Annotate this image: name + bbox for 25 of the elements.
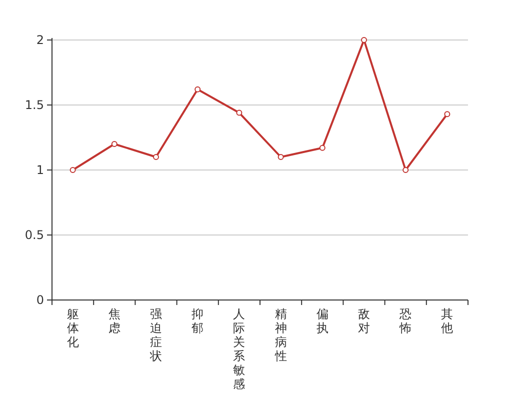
x-tick-label: 人际关系敏感: [233, 307, 246, 391]
point: [236, 110, 242, 116]
x-tick-label: 恐怖: [398, 307, 412, 335]
point: [194, 86, 201, 92]
y-tick-label: 0: [36, 293, 44, 307]
point: [153, 154, 159, 160]
point: [361, 37, 367, 43]
y-tick-label: 1: [36, 163, 44, 177]
point: [444, 111, 450, 118]
x-tick-label: 其他: [441, 307, 454, 335]
x-tick-label: 抑郁: [192, 307, 204, 335]
x-tick-label: 焦虑: [108, 307, 120, 335]
point: [111, 141, 118, 147]
x-tick-label: 强迫症状: [149, 307, 162, 363]
x-tick-label: 敌对: [358, 307, 370, 335]
point: [319, 144, 326, 151]
y-tick-label: 1.5: [24, 98, 44, 112]
point: [402, 167, 409, 173]
y-tick-label: 0.5: [24, 228, 44, 242]
point: [278, 154, 284, 160]
y-tick-label: 2: [36, 33, 44, 47]
x-tick-label: 躯体化: [66, 307, 79, 349]
point: [70, 167, 76, 173]
x-tick-label: 偏执: [316, 307, 328, 335]
x-tick-label: 精神病性: [274, 307, 287, 363]
